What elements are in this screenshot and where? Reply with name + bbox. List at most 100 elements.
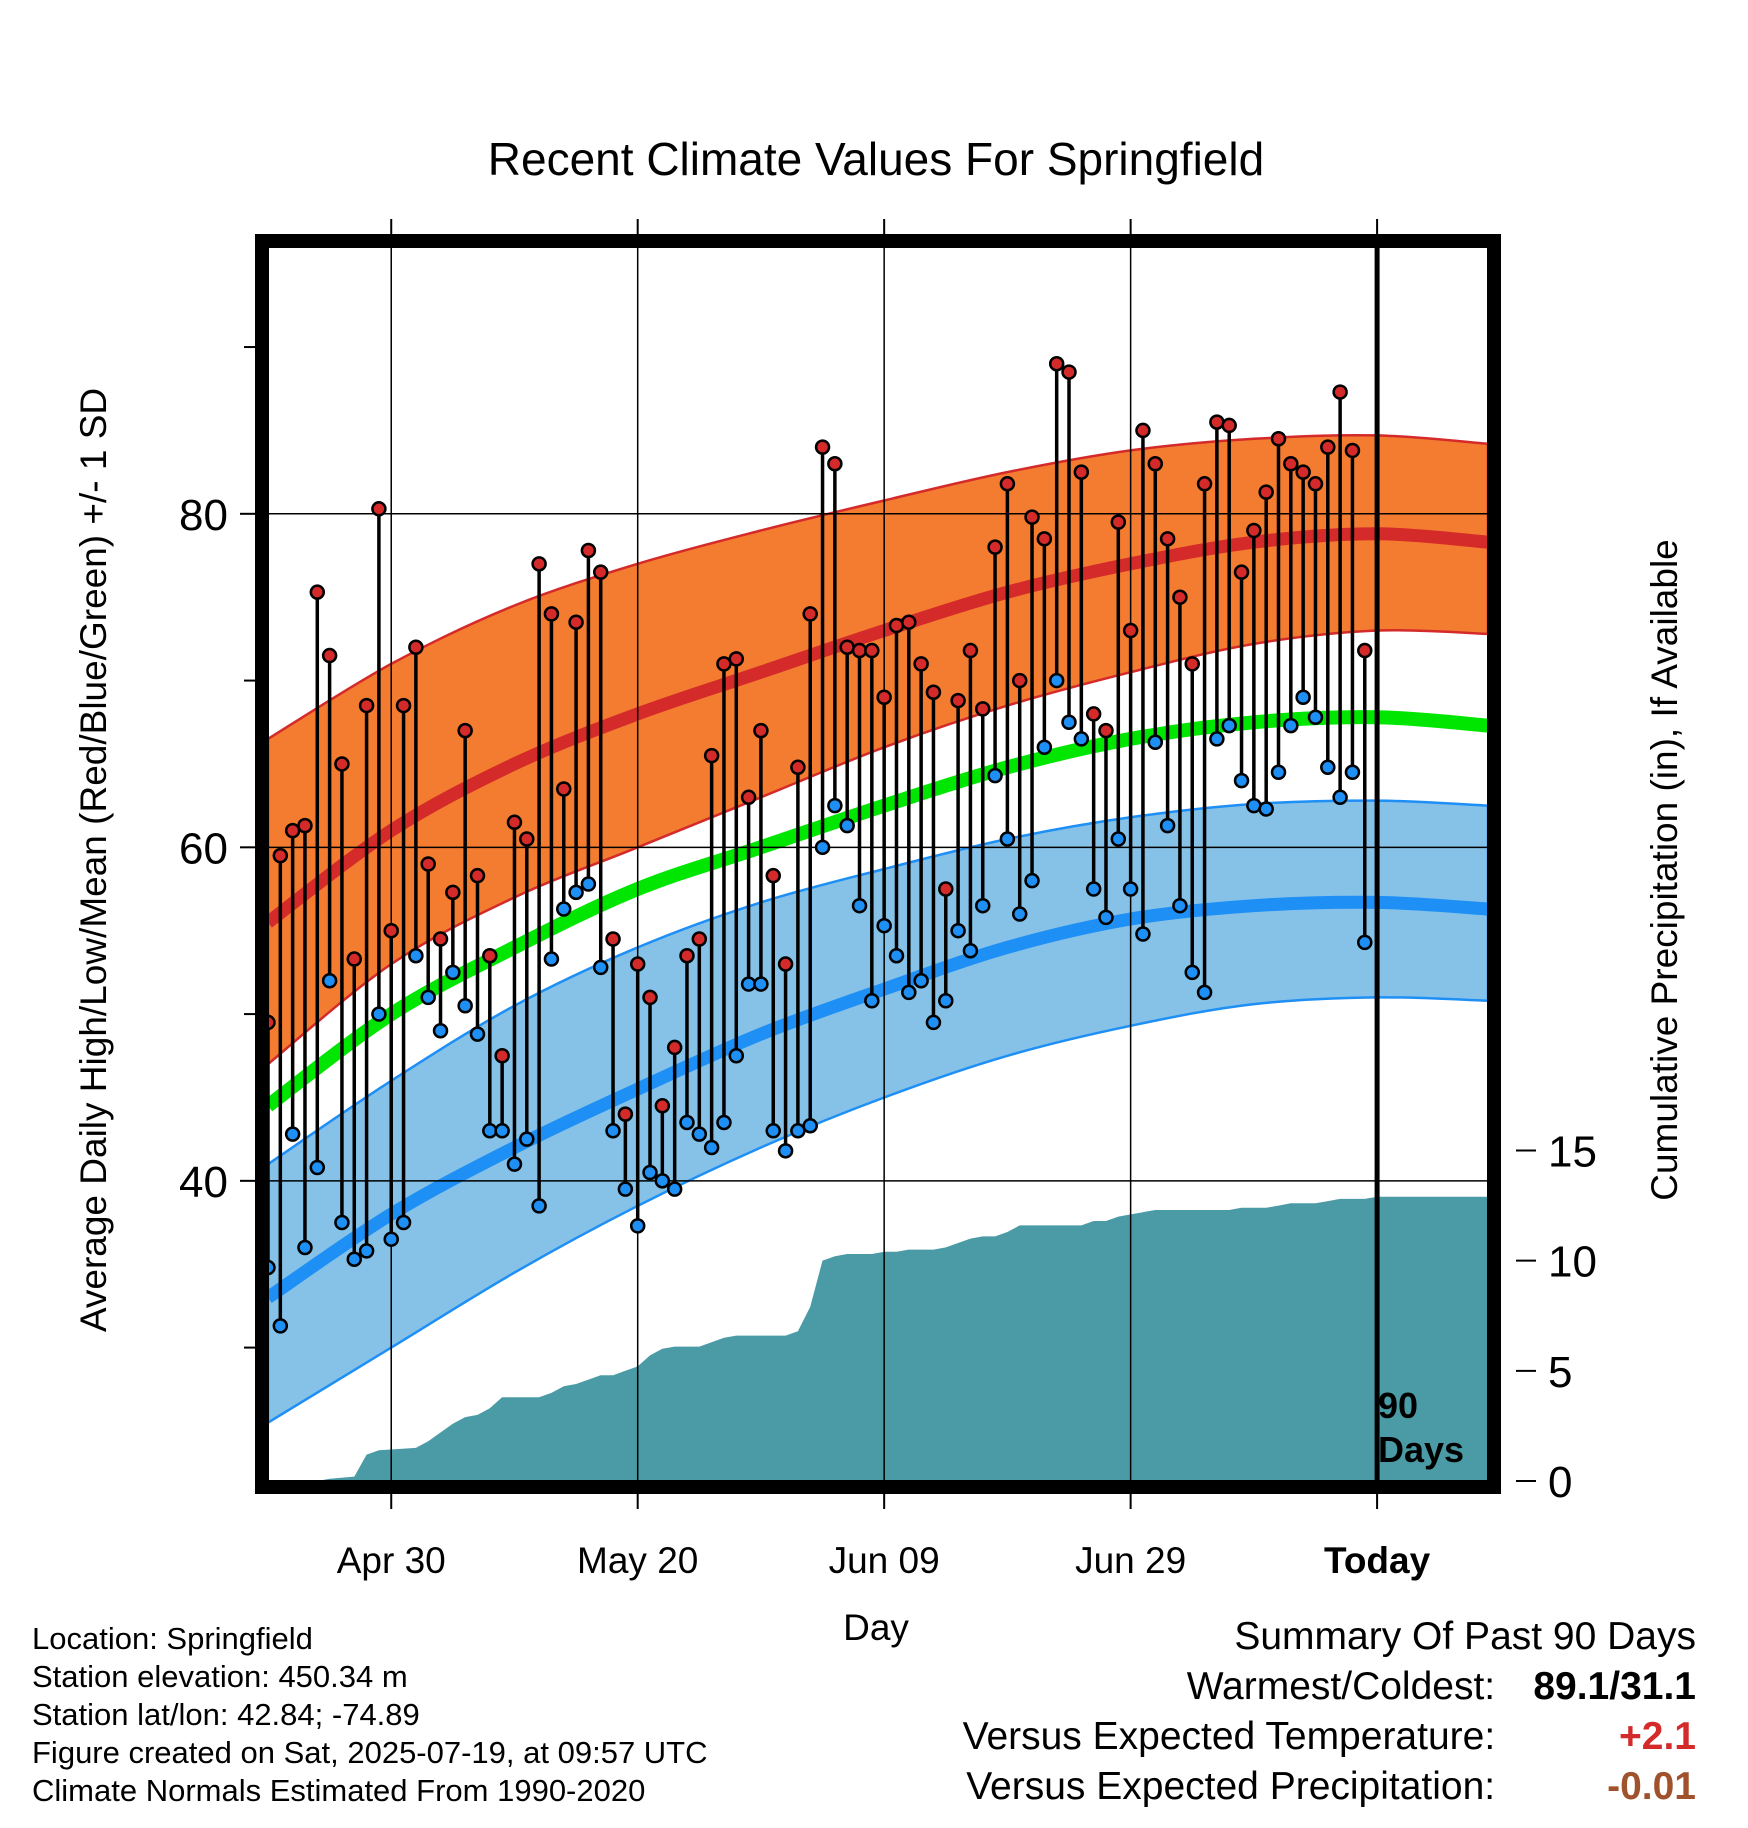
daily-high-point [642,989,658,1006]
daily-low-point [309,1159,326,1176]
y-axis-label: Average Daily High/Low/Mean (Red/Blue/Gr… [73,388,114,1332]
daily-high-point [974,701,991,717]
daily-high-point [383,922,399,939]
temperature-deviation-label: Versus Expected Temperature: [962,1715,1496,1758]
daily-high-point [888,617,905,634]
y-tick-label: 80 [179,491,228,540]
daily-low-point [297,1239,313,1256]
today-marker-days-label: Days [1378,1429,1464,1470]
daily-high-point [272,847,289,864]
daily-high-point [1246,522,1262,539]
daily-low-point [654,1173,671,1189]
daily-high-point [777,956,794,972]
daily-low-point [268,1259,276,1276]
daily-low-point [1332,789,1348,806]
daily-low-point [358,1243,375,1259]
normals-period-text: Climate Normals Estimated From 1990-2020 [32,1773,646,1808]
daily-low-point [790,1123,806,1139]
daily-high-point [482,947,498,964]
daily-high-point [1048,355,1065,372]
daily-low-point [938,992,954,1009]
daily-high-point [925,684,942,700]
daily-high-point [1110,514,1127,530]
daily-low-point [568,884,584,901]
daily-low-point [642,1164,658,1181]
daily-low-point [334,1214,350,1231]
daily-high-point [605,931,621,947]
daily-low-point [1209,731,1225,747]
daily-low-point [1085,881,1102,897]
daily-high-point [1011,672,1028,689]
daily-low-point [1221,717,1237,734]
daily-low-point [1147,734,1164,751]
y2-tick-label: 0 [1548,1458,1572,1507]
daily-high-point [432,931,449,947]
latlon-text: Station lat/lon: 42.84; -74.89 [32,1697,420,1732]
daily-high-point [1159,531,1176,547]
daily-high-point [864,642,880,659]
daily-low-point [888,947,905,964]
y2-axis-label: Cumulative Precipitation (in), If Availa… [1644,539,1685,1201]
daily-low-point [1061,714,1077,731]
chart-title: Recent Climate Values For Springfield [488,133,1264,185]
plot-frame [255,234,1501,1494]
daily-low-point [753,976,769,992]
daily-low-point [519,1131,535,1147]
daily-low-point [346,1251,363,1267]
daily-high-point [268,1014,276,1031]
daily-high-point [753,722,769,739]
daily-low-point [531,1198,547,1214]
daily-high-point [765,867,782,884]
summary-panel: Summary Of Past 90 Days Warmest/Coldest:… [963,1612,1696,1812]
daily-high-point [1036,531,1053,547]
daily-high-point [790,759,806,776]
daily-low-point [383,1231,399,1247]
daily-high-point [716,656,732,672]
daily-high-point [1283,456,1299,472]
daily-low-point [1098,909,1114,926]
daily-high-point [654,1098,671,1114]
daily-high-point [679,947,695,964]
summary-heading: Summary Of Past 90 Days [1234,1615,1696,1658]
x-tick-label: Jun 29 [1075,1540,1186,1581]
daily-low-point [556,901,572,917]
y-tick-label: 40 [179,1158,228,1207]
daily-low-point [987,767,1003,784]
daily-low-point [974,897,991,914]
x-tick-label: Apr 30 [337,1540,446,1581]
daily-low-point [592,959,609,976]
daily-low-point [284,1126,301,1142]
cumulative-precipitation-area [268,1196,1488,1481]
daily-high-point [851,642,868,659]
x-axis-label: Day [843,1607,909,1648]
daily-low-point [913,972,929,989]
daily-high-point [469,867,486,884]
daily-high-point [1073,464,1090,480]
today-marker-days-count: 90 [1378,1385,1418,1426]
daily-low-point [371,1006,387,1022]
daily-low-point [1184,964,1200,981]
daily-low-point [395,1214,412,1231]
daily-high-point [1209,414,1225,430]
daily-low-point [901,984,917,1001]
daily-low-point [1135,926,1151,942]
daily-high-point [592,564,609,580]
daily-high-point [1061,364,1077,380]
daily-low-point [494,1123,510,1139]
location-text: Location: Springfield [32,1621,313,1656]
daily-low-point [432,1023,449,1039]
daily-low-point [1344,764,1361,781]
daily-low-point [1110,831,1127,847]
daily-high-point [814,439,831,455]
daily-high-point [457,722,473,739]
daily-high-point [519,831,535,847]
daily-high-point [876,689,892,705]
daily-low-point [408,947,424,964]
low-sd-band [268,799,1488,1425]
plot-content [268,247,1488,1481]
daily-low-point [950,922,966,939]
daily-high-point [1233,564,1250,580]
daily-high-point [950,692,966,709]
daily-low-point [1233,772,1250,789]
